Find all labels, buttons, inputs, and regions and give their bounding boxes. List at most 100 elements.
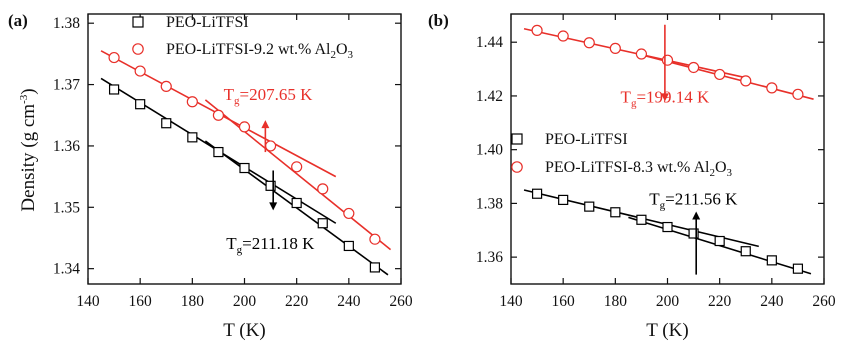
data-point (187, 132, 198, 143)
tg-label: Tg=211.18 K (226, 234, 315, 256)
x-tick-label: 260 (389, 293, 413, 310)
data-point (317, 183, 329, 195)
data-point (688, 228, 699, 239)
data-point (317, 218, 328, 229)
data-point (265, 180, 276, 191)
y-tick-label: 1.44 (476, 34, 503, 51)
data-point (610, 207, 621, 218)
data-point (239, 162, 250, 174)
y-axis-title: Density (g cm-3) (18, 88, 39, 211)
data-point (135, 99, 146, 110)
x-tick-label: 180 (604, 293, 628, 310)
x-tick-label: 200 (233, 293, 257, 310)
arrow-head (692, 211, 701, 220)
y-tick-label: 1.42 (476, 88, 503, 105)
y-tick-label: 1.34 (53, 261, 80, 278)
tg-label: Tg=199.14 K (621, 88, 710, 110)
series-2 (523, 24, 814, 100)
data-point (558, 194, 569, 206)
x-tick-label: 200 (656, 293, 680, 310)
x-axis-title: T (K) (223, 320, 265, 341)
x-tick-label: 220 (285, 293, 309, 310)
legend-marker (511, 161, 523, 173)
plot-frame (510, 13, 825, 285)
panel-label: (a) (8, 11, 28, 30)
legend-marker (511, 133, 523, 145)
data-point (264, 140, 277, 152)
series-2 (100, 50, 392, 251)
y-tick-label: 1.40 (476, 142, 503, 159)
x-tick-label: 160 (552, 293, 576, 310)
data-point (369, 262, 381, 273)
data-point (714, 235, 725, 247)
data-point (531, 24, 543, 36)
data-point (687, 61, 700, 74)
tg-annotation: Tg=199.14 K (621, 24, 710, 110)
data-point (108, 84, 120, 95)
data-point (557, 30, 569, 42)
x-tick-label: 220 (708, 293, 732, 310)
data-point (766, 82, 778, 94)
legend: PEO-LiTFSI PEO-LiTFSI-9.2 wt.% Al2O3 (132, 14, 354, 61)
data-point (291, 161, 303, 173)
y-tick-label: 1.36 (476, 249, 503, 266)
data-point (531, 188, 543, 199)
tg-annotation: Tg=211.56 K (649, 190, 738, 275)
legend-label: PEO-LiTFSI-8.3 wt.% Al2O3 (545, 159, 733, 179)
data-point (740, 75, 752, 87)
data-point (583, 37, 595, 49)
data-point (108, 51, 120, 64)
data-point (238, 121, 251, 133)
x-tick-label: 140 (499, 293, 523, 310)
data-point (343, 240, 354, 252)
x-tick-label: 180 (181, 293, 205, 310)
data-point (662, 221, 673, 233)
data-point (792, 263, 804, 274)
data-point (212, 109, 225, 121)
arrow-head (269, 202, 278, 211)
x-tick-label: 260 (812, 293, 836, 310)
data-point (369, 233, 381, 245)
y-tick-label: 1.36 (53, 138, 80, 155)
x-tick-label: 240 (760, 293, 784, 310)
legend: PEO-LiTFSI PEO-LiTFSI-8.3 wt.% Al2O3 (511, 131, 733, 179)
data-point (740, 246, 751, 257)
arrow-head (261, 120, 270, 129)
tg-label: Tg=211.56 K (649, 190, 738, 212)
data-point (636, 214, 647, 225)
tg-annotation: Tg=211.18 K (226, 170, 315, 256)
data-point (343, 207, 355, 220)
x-tick-label: 160 (129, 293, 153, 310)
y-tick-label: 1.38 (53, 15, 80, 32)
fit-line (204, 99, 392, 251)
data-point (609, 42, 621, 54)
arrow-head (660, 93, 669, 102)
x-tick-label: 240 (337, 293, 361, 310)
x-axis-title: T (K) (646, 320, 688, 341)
data-point (161, 118, 172, 129)
y-tick-label: 1.35 (53, 199, 80, 216)
tg-label: Tg=207.65 K (224, 85, 313, 107)
legend-label: PEO-LiTFSI (545, 131, 628, 148)
series-1 (100, 77, 389, 276)
legend-label: PEO-LiTFSI (166, 14, 249, 31)
data-point (766, 255, 777, 266)
data-point (635, 48, 648, 60)
y-tick-label: 1.37 (53, 77, 80, 94)
data-point (186, 96, 198, 108)
panel-b: 140 160 180 200 220 240 260 1.36 1.38 1.40 1.42 1.4… (428, 11, 836, 341)
panel-a: 140 160 180 200 220 240 260 1.34 1.35 1.36 1.37 1.3… (8, 11, 413, 341)
legend-label: PEO-LiTFSI-9.2 wt.% Al2O3 (166, 41, 354, 61)
legend-marker (132, 16, 144, 28)
fit-line (523, 27, 746, 79)
data-point (160, 80, 172, 93)
legend-marker (132, 43, 144, 55)
data-point (134, 65, 146, 77)
data-point (792, 88, 804, 100)
data-point (291, 197, 302, 209)
data-point (213, 146, 224, 158)
data-point (714, 68, 726, 81)
panel-label: (b) (428, 11, 449, 30)
data-point (584, 201, 595, 212)
